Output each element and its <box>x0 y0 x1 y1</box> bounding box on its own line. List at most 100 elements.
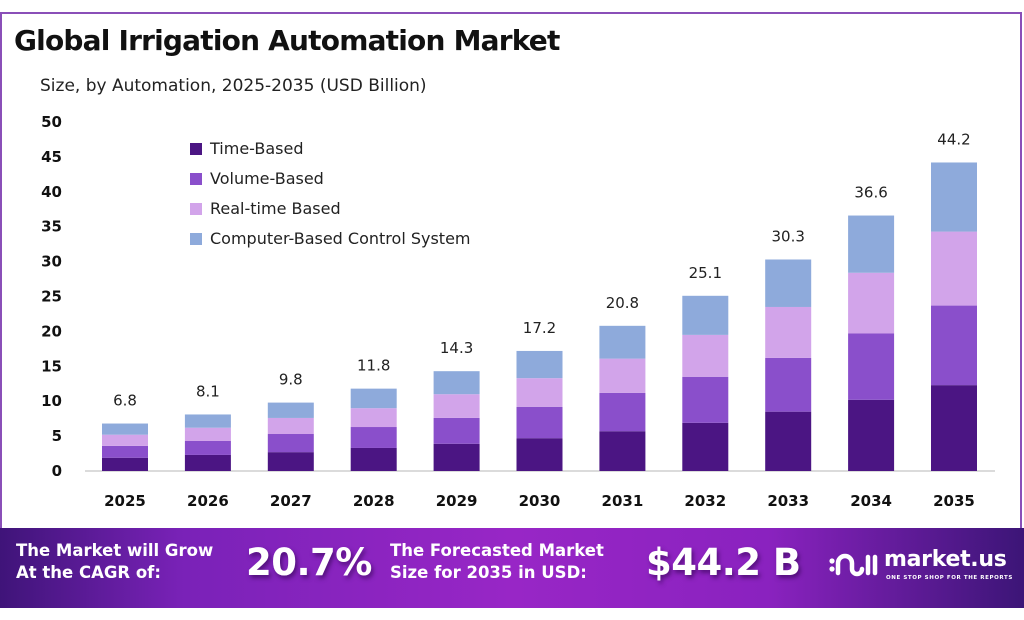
legend-label: Time-Based <box>209 139 303 158</box>
y-tick-label: 15 <box>41 357 62 375</box>
x-tick-label: 2025 <box>104 492 146 510</box>
legend-label: Real-time Based <box>210 199 341 218</box>
bar-segment-volume-based <box>599 392 646 432</box>
bar-segment-volume-based <box>102 445 148 458</box>
x-tick-label: 2029 <box>436 492 478 510</box>
y-tick-label: 35 <box>41 218 62 236</box>
forecast-value: $44.2 B <box>646 541 801 584</box>
x-tick-label: 2033 <box>767 492 809 510</box>
y-tick-label: 45 <box>41 148 62 166</box>
cagr-caption: The Market will Grow At the CAGR of: <box>16 540 213 584</box>
bar-segment-time-based <box>599 431 646 471</box>
bar-segment-volume-based <box>848 333 895 400</box>
bar-segment-volume-based <box>516 406 563 439</box>
cagr-caption-line2: At the CAGR of: <box>16 563 161 582</box>
bar-segment-time-based <box>848 399 895 471</box>
bar-segment-real-time-based <box>599 358 646 393</box>
bar-segment-volume-based <box>184 440 231 455</box>
bar-segment-volume-based <box>433 417 480 444</box>
bar-segment-computer-based-control-system <box>102 423 148 435</box>
legend: Time-Based Volume-Based Real-time Based Com… <box>190 139 471 248</box>
legend-swatch <box>190 233 202 245</box>
x-tick-label: 2027 <box>270 492 312 510</box>
forecast-caption-line2: Size for 2035 in USD: <box>390 563 587 582</box>
x-tick-label: 2034 <box>850 492 892 510</box>
y-tick-label: 5 <box>52 427 62 445</box>
bar-segment-real-time-based <box>516 378 563 407</box>
bar-total-label: 44.2 <box>937 130 970 148</box>
bar-segment-computer-based-control-system <box>765 259 812 307</box>
bar-segment-computer-based-control-system <box>682 295 729 335</box>
legend-label: Computer-Based Control System <box>210 229 471 248</box>
bar-segment-volume-based <box>350 427 397 448</box>
bar-segment-real-time-based <box>184 427 231 441</box>
x-tick-label: 2035 <box>933 492 975 510</box>
brand-tagline: ONE STOP SHOP FOR THE REPORTS <box>886 575 1013 581</box>
bar-segment-real-time-based <box>765 306 812 358</box>
x-tick-label: 2030 <box>519 492 561 510</box>
bar-segment-real-time-based <box>267 417 314 435</box>
bar-total-label: 20.8 <box>606 294 639 312</box>
legend-swatch <box>190 173 202 185</box>
bar-total-label: 9.8 <box>279 371 303 389</box>
bar-segment-computer-based-control-system <box>350 388 397 409</box>
bar-segment-time-based <box>267 452 314 471</box>
y-tick-label: 10 <box>41 392 62 410</box>
bar-total-label: 36.6 <box>854 184 887 202</box>
y-tick-label: 50 <box>41 113 62 131</box>
bar-segment-time-based <box>184 454 231 471</box>
bar-segment-time-based <box>682 422 729 471</box>
bar-total-label: 25.1 <box>689 264 722 282</box>
y-tick-label: 25 <box>41 288 62 306</box>
bars: 6.8 8.1 9.8 11.8 14.3 17.2 20.8 25.1 30.3 36.6 44.… <box>102 130 977 471</box>
x-tick-label: 2032 <box>684 492 726 510</box>
bar-total-label: 6.8 <box>113 392 137 410</box>
x-axis: 2025 2026 2027 2028 2029 2030 2031 2032 2033 2034… <box>104 492 975 510</box>
bar-segment-computer-based-control-system <box>267 402 314 418</box>
bar-segment-computer-based-control-system <box>599 325 646 359</box>
bar-segment-time-based <box>931 385 977 471</box>
bar-total-label: 30.3 <box>771 228 804 246</box>
bar-segment-real-time-based <box>682 334 729 377</box>
chart-frame <box>0 12 1022 542</box>
bar-segment-computer-based-control-system <box>516 350 563 379</box>
y-tick-label: 40 <box>41 183 62 201</box>
cagr-caption-line1: The Market will Grow <box>16 541 214 560</box>
bar-total-label: 17.2 <box>523 319 556 337</box>
bar-segment-volume-based <box>931 305 977 386</box>
bar-segment-time-based <box>765 411 812 471</box>
y-tick-label: 0 <box>52 462 62 480</box>
legend-label: Volume-Based <box>210 169 324 188</box>
bar-segment-time-based <box>516 438 563 471</box>
x-tick-label: 2028 <box>353 492 395 510</box>
bar-total-label: 14.3 <box>440 339 473 357</box>
chart-title: Global Irrigation Automation Market <box>14 24 560 57</box>
bar-segment-volume-based <box>682 376 729 423</box>
bar-total-label: 11.8 <box>357 357 390 375</box>
forecast-caption-line1: The Forecasted Market <box>390 541 604 560</box>
bar-segment-real-time-based <box>350 408 397 428</box>
bar-segment-time-based <box>350 447 397 471</box>
bar-segment-real-time-based <box>848 272 895 334</box>
bar-segment-volume-based <box>765 357 812 412</box>
bar-segment-real-time-based <box>102 434 148 446</box>
bar-segment-computer-based-control-system <box>184 414 231 428</box>
bar-segment-time-based <box>102 457 148 471</box>
bar-total-label: 8.1 <box>196 382 220 400</box>
y-tick-label: 20 <box>41 322 62 340</box>
bar-segment-real-time-based <box>931 231 977 306</box>
bar-segment-volume-based <box>267 434 314 453</box>
legend-swatch <box>190 143 202 155</box>
y-tick-label: 30 <box>41 253 62 271</box>
bar-segment-computer-based-control-system <box>931 162 977 232</box>
cagr-value: 20.7% <box>246 541 372 584</box>
market-us-logo-icon <box>829 553 878 577</box>
bar-segment-real-time-based <box>433 394 480 418</box>
bar-segment-computer-based-control-system <box>433 371 480 395</box>
x-tick-label: 2031 <box>602 492 644 510</box>
chart-subtitle: Size, by Automation, 2025-2035 (USD Bill… <box>40 76 427 96</box>
forecast-caption: The Forecasted Market Size for 2035 in U… <box>390 540 604 584</box>
x-tick-label: 2026 <box>187 492 229 510</box>
brand-name: market.us <box>884 547 1007 572</box>
